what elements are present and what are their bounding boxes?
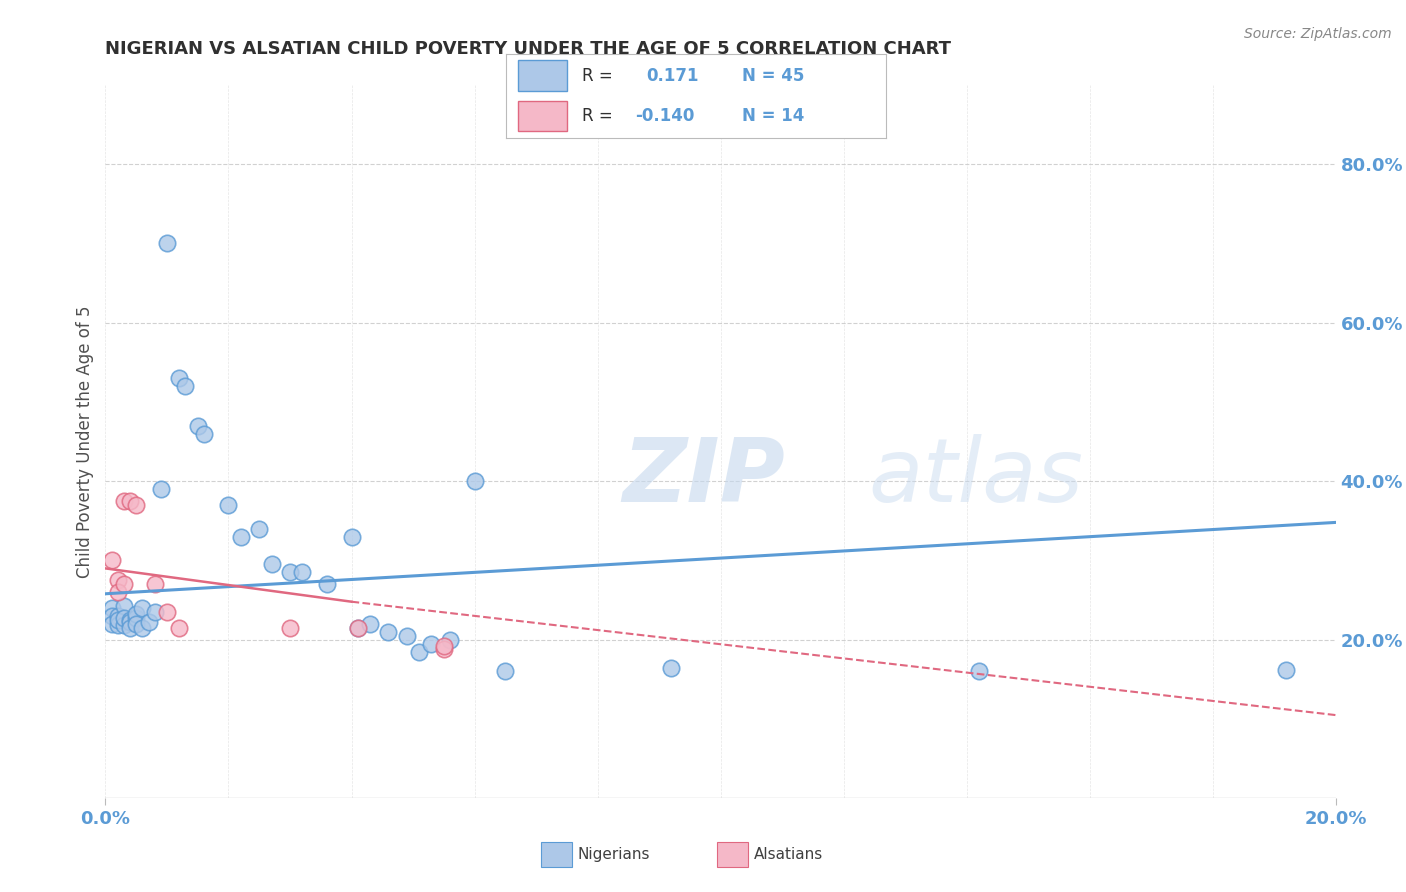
Point [439, 632, 461, 647]
Point [169, 371, 191, 385]
Point [395, 629, 418, 643]
Text: 0.171: 0.171 [647, 67, 699, 85]
Point [125, 607, 148, 622]
Text: Nigerians: Nigerians [578, 847, 651, 862]
Point [131, 621, 153, 635]
Point [229, 530, 252, 544]
Point [169, 621, 191, 635]
Point [107, 609, 129, 624]
Point [149, 482, 172, 496]
Point [120, 621, 141, 635]
Point [359, 616, 381, 631]
Text: NIGERIAN VS ALSATIAN CHILD POVERTY UNDER THE AGE OF 5 CORRELATION CHART: NIGERIAN VS ALSATIAN CHILD POVERTY UNDER… [105, 40, 952, 58]
Point [138, 615, 160, 630]
Point [120, 613, 141, 627]
Text: N = 14: N = 14 [741, 107, 804, 125]
Text: ZIP: ZIP [621, 434, 785, 521]
Point [187, 418, 209, 433]
Y-axis label: Child Poverty Under the Age of 5: Child Poverty Under the Age of 5 [76, 305, 94, 578]
Point [218, 498, 240, 512]
Point [408, 645, 430, 659]
Point [340, 530, 363, 544]
Point [346, 621, 368, 635]
Text: -0.140: -0.140 [636, 107, 695, 125]
Point [112, 610, 135, 624]
Point [112, 599, 135, 614]
Point [125, 610, 148, 624]
Text: R =: R = [582, 67, 613, 85]
Point [433, 642, 456, 657]
Point [315, 577, 337, 591]
Point [494, 665, 516, 679]
Point [433, 639, 456, 653]
Point [107, 618, 129, 632]
Point [420, 637, 443, 651]
Point [100, 616, 122, 631]
Text: N = 45: N = 45 [741, 67, 804, 85]
Point [174, 379, 197, 393]
Point [464, 474, 486, 488]
Point [107, 613, 129, 627]
Text: atlas: atlas [869, 434, 1083, 520]
Point [247, 522, 270, 536]
Point [125, 498, 148, 512]
Point [107, 585, 129, 599]
Point [125, 616, 148, 631]
Point [377, 624, 399, 639]
Point [661, 660, 683, 674]
Point [107, 574, 129, 588]
Point [193, 426, 215, 441]
Point [156, 605, 179, 619]
Text: Source: ZipAtlas.com: Source: ZipAtlas.com [1244, 27, 1392, 41]
Point [156, 236, 179, 251]
Point [346, 621, 368, 635]
Text: Alsatians: Alsatians [754, 847, 823, 862]
Point [143, 577, 166, 591]
Point [112, 618, 135, 632]
Point [278, 621, 301, 635]
Point [112, 494, 135, 508]
Bar [517, 61, 567, 91]
Point [100, 553, 122, 567]
Point [112, 577, 135, 591]
Point [260, 558, 283, 572]
Text: R =: R = [582, 107, 613, 125]
Point [143, 605, 166, 619]
Point [291, 566, 314, 580]
Point [1275, 663, 1298, 677]
Point [131, 601, 153, 615]
Bar [517, 101, 567, 131]
Point [120, 615, 141, 630]
Point [100, 609, 122, 624]
Point [967, 665, 990, 679]
Point [278, 566, 301, 580]
Point [100, 601, 122, 615]
Point [120, 494, 141, 508]
